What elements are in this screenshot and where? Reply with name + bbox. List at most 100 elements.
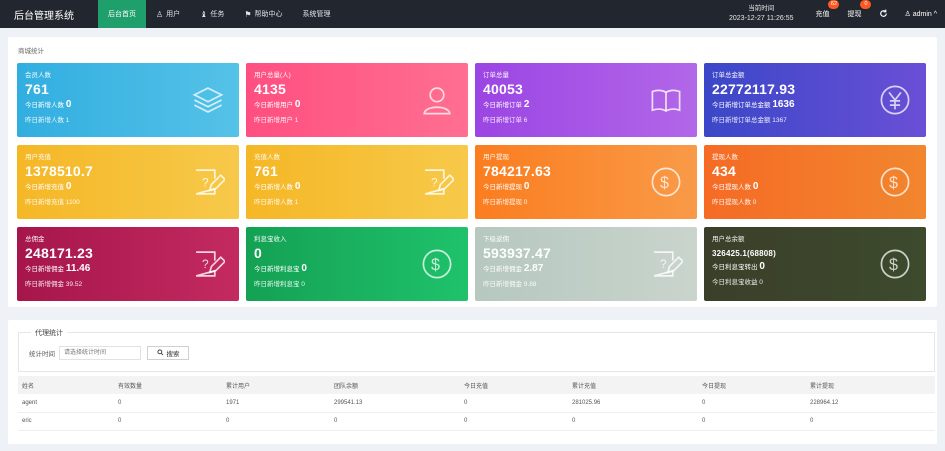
col-header: 累计用户: [216, 376, 324, 394]
cell: 0: [454, 412, 562, 431]
search-label: 搜索: [166, 351, 180, 358]
card-today: 今日新增提现 0: [483, 181, 689, 192]
cell: 0: [216, 412, 324, 431]
card-today: 今日新增订单 2: [483, 99, 689, 110]
card-today-value: 0: [301, 263, 307, 274]
card-yesterday: 昨日提现人数 0: [712, 199, 757, 206]
card-label: 用户提现: [483, 154, 509, 161]
search-button[interactable]: 搜索: [147, 346, 189, 360]
card-today: 今日新增人数 0: [254, 181, 460, 192]
stat-card: 用户总余额 326425.1(68808) 今日利息宝转出 0 今日利息宝收益 …: [704, 227, 926, 301]
time-value: 2023-12-27 11:26:55: [729, 15, 794, 22]
card-today: 今日新增佣金 11.46: [25, 263, 231, 274]
nav-label: 帮助中心: [254, 11, 283, 18]
col-header: 有效数量: [108, 376, 216, 394]
stat-card: 会员人数 761 今日新增人数 0 昨日新增人数 1: [17, 63, 239, 137]
agent-filter-box: 代理统计 统计时间 搜索: [18, 328, 935, 372]
card-today-label: 今日新增佣金: [25, 266, 64, 273]
nav-label: 用户: [166, 11, 181, 18]
cell: 0: [562, 412, 692, 431]
edit-icon: ?: [195, 169, 225, 195]
card-yesterday: 昨日新增订单总金额 1367: [712, 117, 787, 124]
nav-users[interactable]: ♙ 用户: [146, 0, 190, 28]
svg-text:$: $: [660, 174, 669, 192]
card-value: 0: [254, 245, 262, 261]
edit-icon: ?: [424, 169, 454, 195]
nav-home[interactable]: 后台首页: [98, 0, 146, 28]
layers-icon: [192, 87, 224, 113]
card-yesterday: 昨日新增订单 6: [483, 117, 528, 124]
cell: 0: [692, 412, 800, 431]
card-value: 784217.63: [483, 163, 551, 179]
card-today-label: 今日新增充值: [25, 184, 64, 191]
stat-card: 用户提现 784217.63 今日新增提现 0 昨日新增提现 0 $: [475, 145, 697, 219]
cell: 0: [800, 412, 935, 431]
card-today-label: 今日新增订单: [483, 102, 522, 109]
nav-label: 系统管理: [302, 11, 331, 18]
card-value: 1378510.7: [25, 163, 93, 179]
dollar-icon: $: [880, 167, 910, 197]
col-header: 累计提现: [800, 376, 935, 394]
withdraw-button[interactable]: 提现 0: [847, 0, 872, 19]
nav-label: 任务: [210, 11, 225, 18]
svg-text:?: ?: [431, 175, 438, 189]
card-today-label: 今日新增订单总金额: [712, 102, 771, 109]
card-today-value: 0: [523, 181, 530, 192]
card-label: 会员人数: [25, 72, 51, 79]
stats-title: 商城统计: [18, 48, 44, 55]
card-label: 用户总余额: [712, 236, 745, 243]
card-yesterday: 昨日新增人数 1: [25, 117, 70, 124]
stat-card: 利息宝收入 0 今日新增利息宝 0 昨日新增利息宝 0 $: [246, 227, 468, 301]
col-header: 今日充值: [454, 376, 562, 394]
stat-time-input[interactable]: [59, 346, 141, 360]
card-today-label: 今日新增用户: [254, 102, 293, 109]
card-today-label: 今日提现人数: [712, 184, 751, 191]
card-label: 订单总金额: [712, 72, 745, 79]
col-header: 累计充值: [562, 376, 692, 394]
card-today-label: 今日新增佣金: [483, 266, 522, 273]
card-today: 今日新增充值 0: [25, 181, 231, 192]
book-icon: [651, 89, 681, 113]
card-today-label: 今日利息宝转出: [712, 264, 758, 271]
nav-help[interactable]: ⚑ 帮助中心: [234, 0, 292, 28]
filter-label: 统计时间: [29, 351, 55, 358]
stat-card: 订单总金额 22772117.93 今日新增订单总金额 1636 昨日新增订单总…: [704, 63, 926, 137]
stat-card: 下级返佣 593937.47 今日新增佣金 2.87 昨日新增佣金 9.88 ?: [475, 227, 697, 301]
card-value: 326425.1(68808): [712, 249, 776, 258]
card-label: 提现人数: [712, 154, 738, 161]
col-header: 姓名: [18, 376, 108, 394]
nav-system[interactable]: 系统管理: [293, 0, 341, 28]
card-yesterday: 昨日新增佣金 9.88: [483, 281, 537, 288]
dollar-icon: $: [880, 249, 910, 279]
stat-card: 充值人数 761 今日新增人数 0 昨日新增人数 1 ?: [246, 145, 468, 219]
card-today-label: 今日新增人数: [25, 102, 64, 109]
task-icon: ♝: [200, 9, 208, 19]
card-yesterday: 昨日新增人数 1: [254, 199, 299, 206]
card-value: 593937.47: [483, 245, 551, 261]
user-menu[interactable]: ♙ admin ^: [904, 11, 937, 18]
card-yesterday: 昨日新增提现 0: [483, 199, 528, 206]
card-yesterday: 昨日新增充值 1100: [25, 199, 80, 206]
top-right-tools: 当前时间 2023-12-27 11:26:55 充值 62 提现 0 ♙ ad…: [729, 0, 945, 28]
card-today: 今日新增利息宝 0: [254, 263, 460, 274]
col-header: 团队余额: [324, 376, 454, 394]
refresh-icon[interactable]: [879, 9, 888, 20]
card-yesterday: 昨日新增用户 1: [254, 117, 299, 124]
cell: 281025.96: [562, 394, 692, 413]
card-today-label: 今日新增利息宝: [254, 266, 300, 273]
edit-icon: ?: [195, 251, 225, 277]
nav-tasks[interactable]: ♝ 任务: [190, 0, 234, 28]
top-bar: 后台管理系统 后台首页 ♙ 用户 ♝ 任务 ⚑ 帮助中心 系统管理 当前时间 2…: [0, 0, 945, 28]
stat-card: 总佣金 248171.23 今日新增佣金 11.46 昨日新增佣金 39.52 …: [17, 227, 239, 301]
brand-title: 后台管理系统: [14, 10, 74, 22]
card-yesterday: 昨日新增佣金 39.52: [25, 281, 83, 288]
card-today-value: 11.46: [65, 263, 91, 274]
card-today-value: 0: [65, 181, 72, 192]
card-label: 总佣金: [25, 236, 45, 243]
current-time: 当前时间 2023-12-27 11:26:55: [729, 4, 793, 24]
svg-text:$: $: [889, 256, 898, 274]
stat-card: 提现人数 434 今日提现人数 0 昨日提现人数 0 $: [704, 145, 926, 219]
recharge-button[interactable]: 充值 62: [815, 0, 840, 19]
card-value: 22772117.93: [712, 81, 796, 97]
card-today-label: 今日新增人数: [254, 184, 293, 191]
